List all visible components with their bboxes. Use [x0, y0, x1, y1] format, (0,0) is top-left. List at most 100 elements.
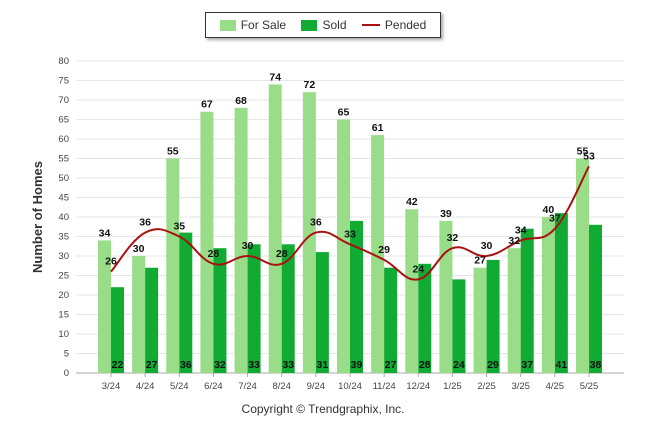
y-tick-label: 30 — [58, 251, 69, 262]
bar-sold — [554, 213, 568, 373]
data-label-for-sale: 55 — [577, 146, 589, 158]
bars-layer — [98, 84, 602, 374]
x-tick-label: 10/24 — [338, 381, 362, 392]
x-tick-label: 5/24 — [170, 381, 189, 392]
data-label-sold: 33 — [248, 359, 260, 371]
y-tick-label: 10 — [58, 329, 69, 340]
y-tick-label: 40 — [58, 212, 69, 223]
data-label-for-sale: 42 — [406, 196, 418, 208]
bar-sold — [213, 248, 227, 373]
x-tick-label: 2/25 — [477, 381, 496, 392]
data-label-sold: 31 — [317, 359, 329, 371]
data-label-sold: 28 — [419, 359, 431, 371]
data-label-sold: 22 — [112, 359, 124, 371]
bar-sold — [486, 259, 500, 373]
bar-for-sale — [268, 84, 282, 374]
legend-label-sold: Sold — [322, 18, 347, 32]
bar-for-sale — [166, 158, 180, 373]
data-label-for-sale: 30 — [133, 243, 145, 255]
legend-swatch-for-sale — [219, 19, 236, 31]
legend-swatch-sold — [301, 19, 318, 31]
data-label-pended: 29 — [378, 244, 390, 256]
bar-sold — [145, 267, 159, 373]
data-label-sold: 33 — [282, 359, 294, 371]
data-label-pended: 36 — [310, 217, 322, 229]
x-tick-label: 7/24 — [238, 381, 257, 392]
data-label-pended: 28 — [276, 248, 288, 260]
bar-for-sale — [439, 220, 453, 373]
x-tick-label: 3/25 — [511, 381, 530, 392]
x-tick-label: 8/24 — [272, 381, 291, 392]
bar-for-sale — [98, 240, 111, 373]
x-tick-label: 11/24 — [373, 381, 396, 392]
data-label-for-sale: 27 — [474, 255, 486, 267]
legend-item-sold[interactable]: Sold — [301, 18, 347, 32]
bar-sold — [350, 220, 363, 373]
data-label-sold: 36 — [180, 359, 192, 371]
data-label-for-sale: 68 — [235, 95, 247, 107]
y-tick-label: 65 — [58, 115, 69, 126]
legend-item-pended[interactable]: Pended — [361, 18, 427, 32]
x-tick-label: 9/24 — [307, 381, 326, 392]
data-label-pended: 26 — [105, 256, 117, 268]
y-tick-label: 45 — [58, 193, 69, 204]
data-label-for-sale: 67 — [201, 99, 213, 111]
bar-for-sale — [200, 111, 214, 373]
data-label-sold: 41 — [556, 359, 568, 371]
bar-for-sale — [371, 135, 385, 373]
data-label-pended: 32 — [447, 232, 459, 244]
bar-for-sale — [302, 92, 316, 373]
x-tick-label: 6/24 — [204, 381, 223, 392]
data-label-for-sale: 72 — [304, 79, 316, 91]
copyright-text: Copyright © Trendgraphix, Inc. — [241, 402, 405, 416]
data-label-sold: 38 — [590, 359, 602, 371]
data-label-sold: 24 — [453, 359, 465, 371]
data-label-for-sale: 34 — [99, 227, 111, 239]
y-tick-label: 5 — [64, 349, 69, 360]
y-tick-label: 0 — [64, 368, 69, 379]
data-label-pended: 33 — [344, 228, 356, 240]
pended-line — [110, 165, 590, 281]
y-tick-label: 20 — [58, 290, 69, 301]
data-label-for-sale: 61 — [372, 122, 384, 134]
y-tick-label: 35 — [58, 232, 69, 243]
y-tick-label: 75 — [58, 76, 69, 87]
x-tick-label: 12/24 — [406, 381, 430, 392]
data-labels-layer: 34 22 30 27 55 36 67 32 68 33 74 33 72 31 65 39 61 27 42 28… — [99, 71, 602, 371]
legend-label-pended: Pended — [384, 18, 427, 32]
bar-for-sale — [337, 119, 350, 373]
data-label-for-sale: 40 — [543, 204, 555, 216]
bar-sold — [589, 224, 602, 373]
bar-for-sale — [132, 256, 146, 373]
bar-sold — [179, 232, 193, 373]
x-tick-label: 4/24 — [136, 381, 155, 392]
data-label-sold: 29 — [487, 359, 499, 371]
y-tick-label: 80 — [58, 56, 69, 67]
y-tick-label: 25 — [58, 271, 69, 282]
bar-for-sale — [576, 158, 589, 373]
bar-for-sale — [234, 107, 248, 374]
data-label-pended: 36 — [139, 217, 151, 229]
bar-sold — [111, 287, 124, 373]
legend-item-for-sale[interactable]: For Sale — [219, 18, 286, 32]
y-tick-label: 50 — [58, 173, 69, 184]
x-tick-label: 1/25 — [443, 381, 462, 392]
bar-for-sale — [541, 217, 555, 373]
y-axis-title: Number of Homes — [30, 161, 45, 273]
data-label-pended: 24 — [412, 263, 424, 275]
legend: For Sale Sold Pended — [205, 12, 441, 38]
bar-sold — [315, 252, 329, 373]
y-tick-label: 70 — [58, 95, 69, 106]
data-label-sold: 39 — [351, 359, 363, 371]
x-tick-label: 4/25 — [546, 381, 565, 392]
data-label-pended: 37 — [549, 213, 561, 225]
data-label-sold: 27 — [146, 359, 158, 371]
data-label-pended: 28 — [208, 248, 220, 260]
x-tick-label: 5/25 — [580, 381, 599, 392]
bar-sold — [520, 228, 534, 373]
data-label-sold: 37 — [521, 359, 533, 371]
data-label-for-sale: 32 — [508, 235, 520, 247]
x-axis: 3/24 4/24 5/24 6/24 7/24 8/24 9/24 10/24 11/24 12… — [102, 373, 599, 392]
